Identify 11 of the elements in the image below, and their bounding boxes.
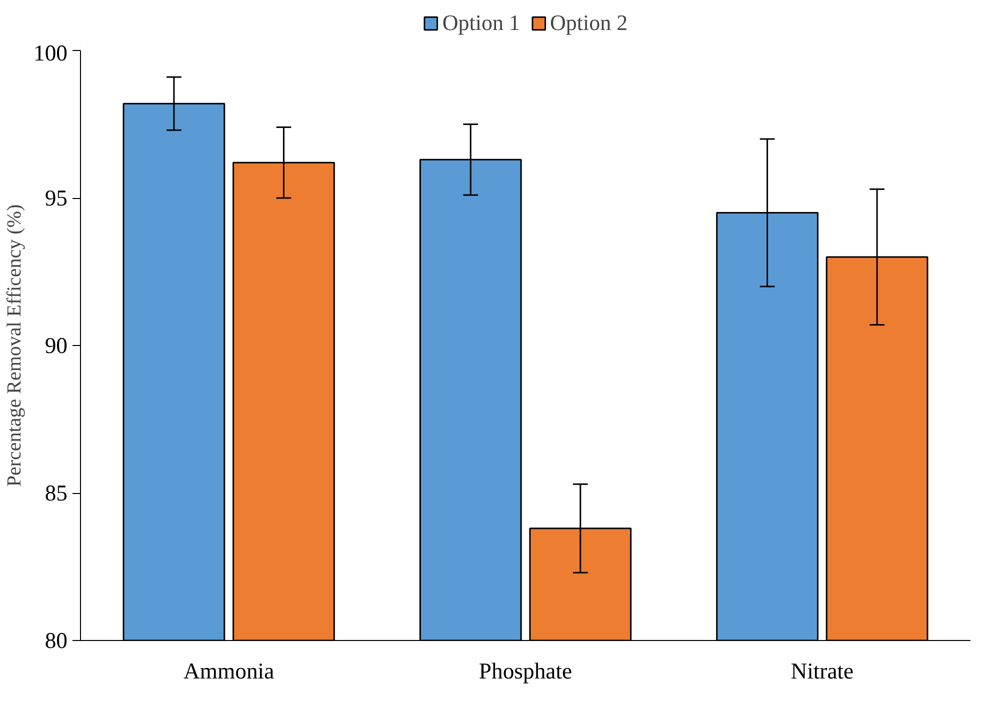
- y-axis-title: Percentage Removal Efficency (%): [4, 204, 26, 487]
- x-tick-label: Ammonia: [184, 658, 274, 684]
- x-tick-label: Nitrate: [790, 658, 854, 684]
- x-tick-label: Phosphate: [478, 658, 572, 684]
- legend-label: Option 1: [442, 10, 520, 36]
- y-tick-label: 100: [34, 40, 68, 66]
- y-tick-label: 95: [44, 186, 68, 210]
- legend-label: Option 2: [550, 10, 628, 36]
- y-tick-label: 90: [44, 333, 68, 358]
- y-tick-label: 80: [44, 628, 68, 653]
- y-tick-label: 85: [44, 480, 68, 506]
